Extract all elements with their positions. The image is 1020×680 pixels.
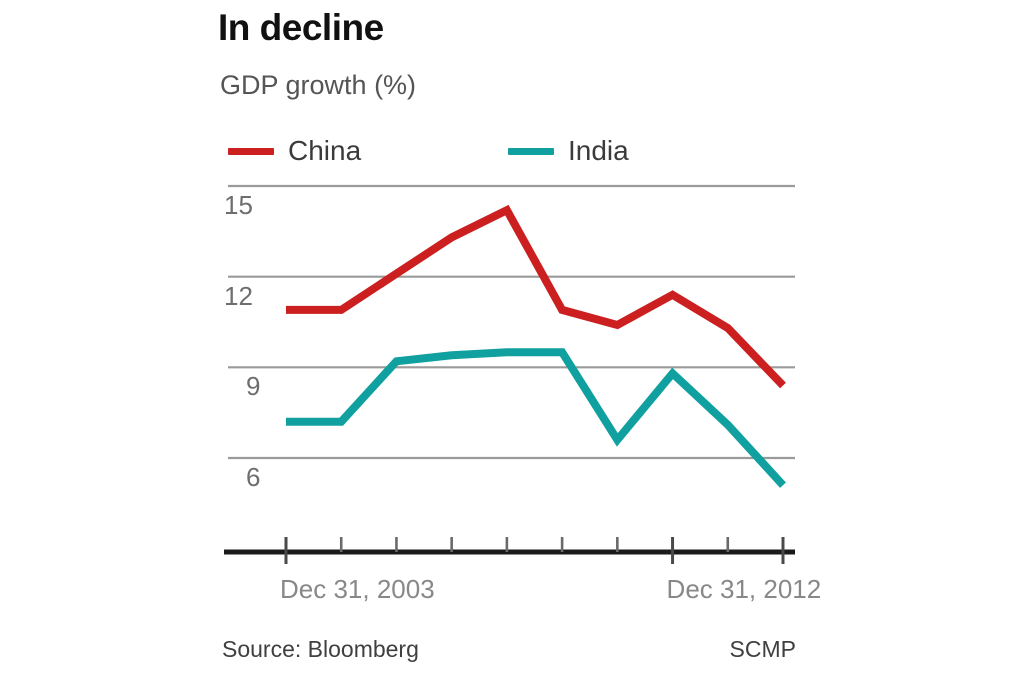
legend-label-china: China [288, 135, 362, 166]
legend-label-india: India [568, 135, 629, 166]
y-axis-tick-6: 6 [246, 462, 261, 492]
source-label: Source: Bloomberg [222, 636, 419, 662]
brand-label: SCMP [729, 636, 796, 662]
y-axis-tick-9: 9 [246, 371, 261, 402]
plot-area: 15 12 9 6 Dec 31, 2003 Dec 31, 2012 [218, 176, 821, 604]
x-axis-tick-end: Dec 31, 2012 [666, 574, 822, 604]
legend-swatch-india [508, 147, 554, 155]
y-axis-tick-15: 15 [224, 190, 253, 220]
chart-footer: Source: Bloomberg SCMP [218, 636, 798, 670]
legend-swatch-china [228, 147, 274, 155]
line-chart-svg [224, 184, 795, 564]
legend-item-china: China [228, 128, 361, 174]
chart-legend: China India [220, 128, 780, 174]
y-axis-tick-12: 12 [224, 280, 253, 311]
chart-card: In decline GDP growth (%) China India 15… [218, 0, 821, 680]
chart-subtitle: GDP growth (%) [220, 70, 417, 100]
x-axis-tick-start: Dec 31, 2003 [280, 574, 435, 604]
page-title: In decline [218, 7, 384, 48]
legend-item-india: India [508, 128, 629, 174]
